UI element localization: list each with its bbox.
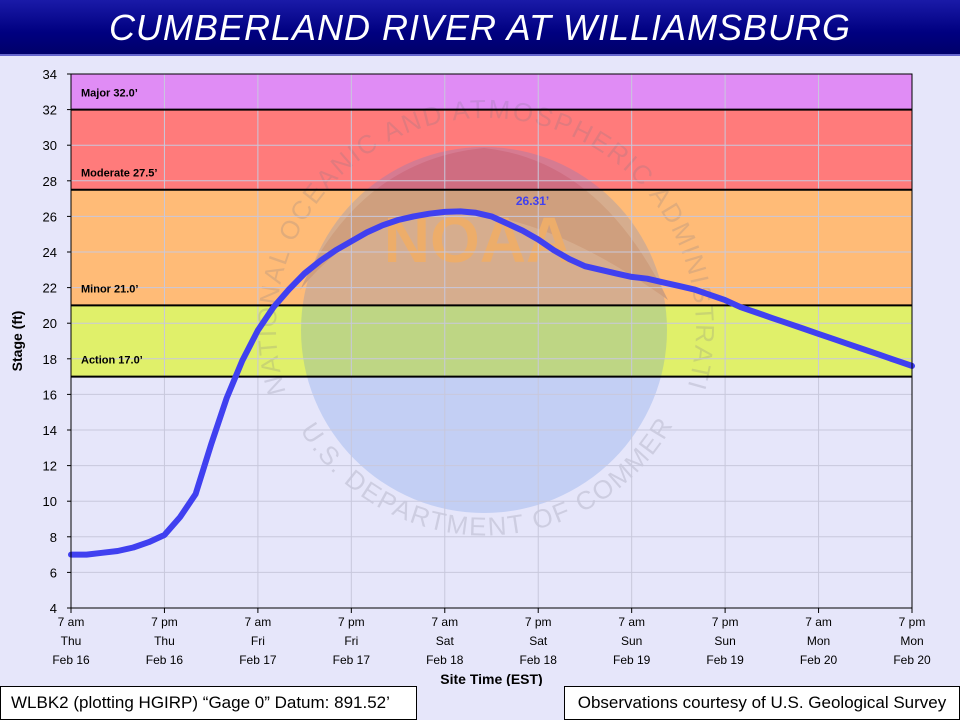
- x-tick-label: 7 am Thu Feb 16: [52, 615, 90, 667]
- y-tick-label: 12: [43, 459, 57, 474]
- x-tick-label: 7 pm Fri Feb 17: [333, 615, 371, 667]
- chart-title: CUMBERLAND RIVER AT WILLIAMSBURG: [108, 7, 852, 48]
- y-tick-label: 8: [50, 530, 57, 545]
- x-tick-label: 7 am Sat Feb 18: [426, 615, 464, 667]
- y-axis-label: Stage (ft): [9, 311, 25, 372]
- y-tick-label: 18: [43, 352, 57, 367]
- gage-datum-note: WLBK2 (plotting HGIRP) “Gage 0” Datum: 8…: [0, 686, 417, 720]
- y-tick-label: 22: [43, 281, 57, 296]
- y-tick-label: 32: [43, 103, 57, 118]
- x-tick-label: 7 pm Thu Feb 16: [146, 615, 184, 667]
- y-tick-label: 34: [43, 67, 57, 82]
- y-tick-label: 24: [43, 245, 57, 260]
- flood-label-minor: Minor 21.0’: [81, 283, 138, 295]
- flood-label-action: Action 17.0’: [81, 355, 143, 367]
- peak-label: 26.31’: [516, 194, 549, 208]
- y-tick-label: 28: [43, 174, 57, 189]
- y-tick-label: 14: [43, 423, 57, 438]
- y-tick-label: 4: [50, 601, 57, 616]
- stage-series-line: [68, 208, 915, 558]
- y-tick-label: 20: [43, 316, 57, 331]
- flood-label-major: Major 32.0’: [81, 88, 138, 100]
- y-tick-label: 6: [50, 565, 57, 580]
- x-tick-label: 7 am Mon Feb 20: [800, 615, 838, 667]
- minor-band: [71, 189, 912, 306]
- x-tick-label: 7 pm Sun Feb 19: [706, 615, 744, 667]
- major-band: [71, 74, 912, 110]
- y-tick-label: 26: [43, 209, 57, 224]
- watermark-globe: [301, 147, 667, 513]
- source-credit: Observations courtesy of U.S. Geological…: [564, 686, 960, 720]
- x-tick-label: 7 pm Mon Feb 20: [893, 615, 931, 667]
- x-axis-label: Site Time (EST): [440, 671, 542, 686]
- x-tick-label: 7 am Sun Feb 19: [613, 615, 651, 667]
- plot-border: [70, 73, 913, 609]
- y-tick-label: 10: [43, 494, 57, 509]
- title-bar: CUMBERLAND RIVER AT WILLIAMSBURG: [0, 0, 960, 56]
- moderate-band: [71, 109, 912, 190]
- y-tick-label: 16: [43, 387, 57, 402]
- x-tick-label: 7 pm Sat Feb 18: [520, 615, 558, 667]
- y-tick-label: 30: [43, 138, 57, 153]
- watermark-gull: [300, 148, 668, 300]
- x-tick-label: 7 am Fri Feb 17: [239, 615, 277, 667]
- flood-label-moderate: Moderate 27.5’: [81, 168, 157, 180]
